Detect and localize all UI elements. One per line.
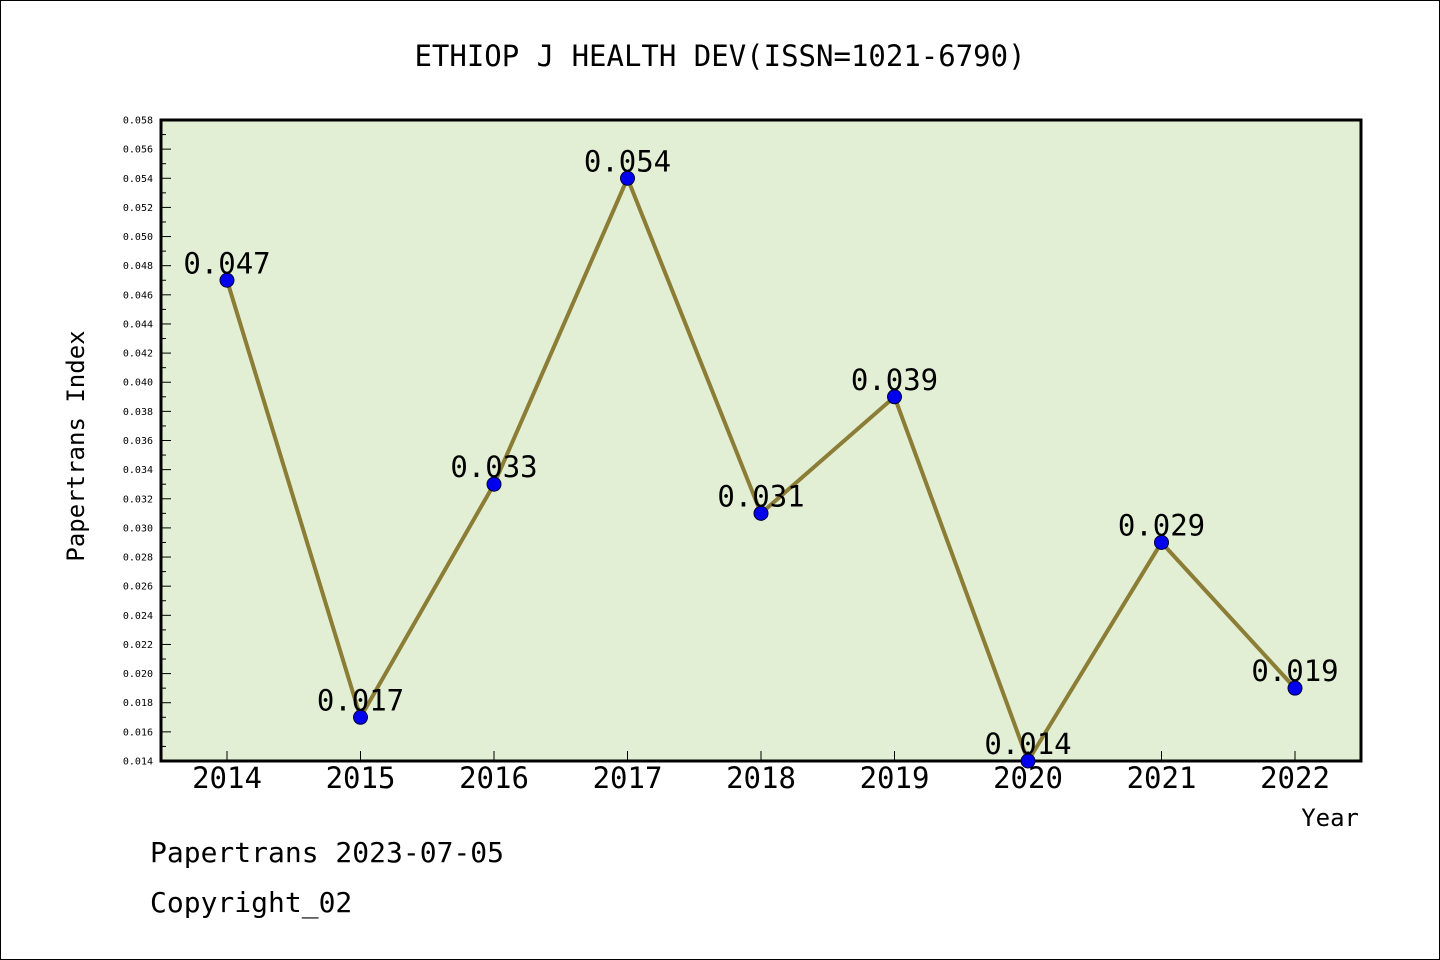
y-tick-label: 0.028	[123, 553, 153, 564]
y-tick-label: 0.042	[123, 349, 153, 360]
x-tick-label: 2016	[459, 761, 529, 795]
x-tick-label: 2021	[1127, 761, 1197, 795]
y-tick-label: 0.014	[123, 757, 153, 768]
y-tick-label: 0.018	[123, 698, 153, 709]
footer-copyright: Copyright_02	[150, 886, 353, 919]
plot-area	[159, 118, 1363, 763]
y-tick-label: 0.034	[123, 465, 153, 476]
x-tick-label: 2017	[593, 761, 663, 795]
chart-title: ETHIOP J HEALTH DEV(ISSN=1021-6790)	[414, 39, 1025, 73]
data-label: 0.047	[183, 246, 270, 280]
y-tick-label: 0.036	[123, 436, 153, 447]
series-line-group	[219, 170, 1303, 769]
data-label: 0.017	[317, 683, 404, 717]
data-label: 0.031	[717, 479, 804, 513]
y-tick-label: 0.058	[123, 116, 153, 127]
y-axis-label: Papertrans Index	[62, 330, 90, 561]
data-point	[486, 476, 502, 492]
footer-date: Papertrans 2023-07-05	[150, 836, 505, 869]
y-tick-label: 0.050	[123, 232, 153, 243]
x-tick-label: 2014	[192, 761, 262, 795]
data-labels: 0.047 0.017 0.033 0.054 0.031 0.039 0.014 0.029…	[183, 144, 1338, 761]
y-tick-label: 0.046	[123, 290, 153, 301]
data-label: 0.029	[1118, 508, 1205, 542]
x-tick-label: 2018	[726, 761, 796, 795]
y-tick-label: 0.054	[123, 174, 153, 185]
data-point	[887, 389, 902, 405]
y-tick-label: 0.056	[123, 145, 153, 156]
x-tick-label: 2019	[860, 761, 930, 795]
data-label: 0.014	[984, 727, 1071, 761]
y-tick-label: 0.052	[123, 203, 153, 214]
x-axis-label: Year	[1301, 804, 1359, 832]
data-point	[353, 709, 368, 725]
data-point	[219, 272, 235, 288]
data-point	[753, 505, 769, 521]
y-axis: 0.014 0.016 0.018 0.020 0.022 0.024 0.026 0.028…	[123, 116, 171, 768]
data-point	[620, 170, 635, 186]
y-tick-label: 0.030	[123, 523, 153, 534]
y-tick-label: 0.048	[123, 261, 153, 272]
y-tick-label: 0.024	[123, 611, 153, 622]
x-tick-label: 2015	[326, 761, 396, 795]
y-tick-label: 0.032	[123, 494, 153, 505]
x-axis: 2014 2015 2016 2017 2018 2019 2020 2021 2022	[192, 751, 1330, 795]
y-tick-label: 0.026	[123, 582, 153, 593]
y-tick-label: 0.040	[123, 378, 153, 389]
y-tick-label: 0.016	[123, 727, 153, 738]
data-label: 0.039	[851, 363, 938, 397]
data-label: 0.054	[584, 144, 671, 178]
data-label: 0.033	[450, 450, 537, 484]
y-tick-label: 0.044	[123, 319, 153, 330]
data-point	[1020, 753, 1036, 769]
x-tick-label: 2022	[1260, 761, 1330, 795]
data-point	[1154, 534, 1169, 550]
data-point	[1287, 680, 1303, 696]
y-tick-label: 0.020	[123, 669, 153, 680]
y-tick-label: 0.022	[123, 640, 153, 651]
y-tick-label: 0.038	[123, 407, 153, 418]
data-label: 0.019	[1251, 654, 1338, 688]
